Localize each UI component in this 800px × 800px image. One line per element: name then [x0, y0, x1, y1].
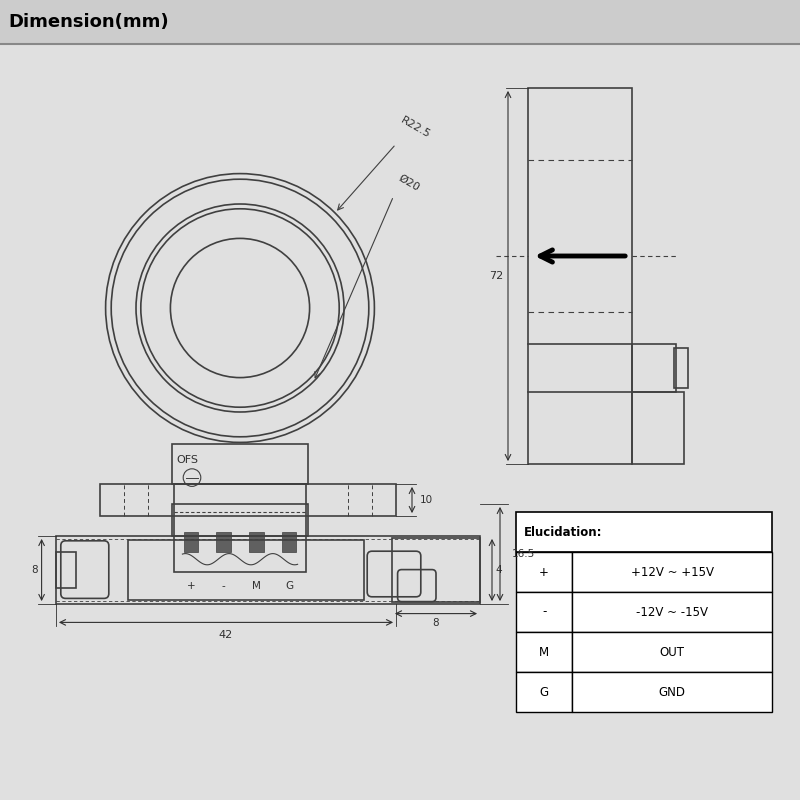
Text: OFS: OFS	[176, 455, 198, 465]
Text: Elucidation:: Elucidation:	[524, 526, 602, 538]
Bar	[632, 392, 684, 464]
Bar	[56, 536, 480, 604]
Bar	[572, 592, 772, 632]
Bar	[174, 484, 306, 572]
Bar	[572, 552, 772, 592]
Text: M: M	[252, 582, 261, 591]
Bar	[184, 532, 198, 552]
Bar	[56, 552, 76, 588]
Bar	[216, 532, 230, 552]
Text: R22.5: R22.5	[399, 115, 433, 140]
Text: -: -	[542, 606, 546, 618]
Bar	[572, 632, 772, 672]
Text: G: G	[539, 686, 549, 698]
Bar	[0, 0, 800, 44]
Text: 8: 8	[31, 565, 38, 575]
Bar	[282, 532, 297, 552]
Text: OUT: OUT	[660, 646, 685, 658]
Bar	[516, 592, 572, 632]
Text: GND: GND	[658, 686, 686, 698]
Bar	[516, 552, 572, 592]
Bar	[528, 88, 632, 464]
Text: -12V ~ -15V: -12V ~ -15V	[636, 606, 708, 618]
Text: Ø20: Ø20	[397, 173, 422, 193]
Text: Dimension(mm): Dimension(mm)	[8, 14, 169, 31]
Bar	[128, 540, 364, 600]
Bar	[516, 672, 572, 712]
Text: +: +	[186, 582, 195, 591]
Text: 72: 72	[489, 271, 503, 281]
Text: 4: 4	[495, 565, 502, 575]
Bar	[674, 348, 688, 388]
Bar	[516, 512, 772, 552]
Bar	[572, 672, 772, 712]
Text: -: -	[222, 582, 226, 591]
Bar	[250, 532, 264, 552]
Text: +12V ~ +15V: +12V ~ +15V	[630, 566, 714, 578]
Bar	[100, 484, 396, 516]
Text: 16.5: 16.5	[512, 549, 535, 559]
Bar	[172, 504, 308, 536]
Text: 8: 8	[433, 618, 439, 627]
Bar	[516, 632, 572, 672]
Bar	[392, 538, 480, 602]
Text: M: M	[539, 646, 550, 658]
Text: 42: 42	[219, 630, 233, 640]
Text: G: G	[285, 582, 294, 591]
Text: +: +	[539, 566, 549, 578]
Bar	[172, 444, 308, 484]
Bar	[632, 344, 676, 392]
Text: 10: 10	[420, 495, 433, 505]
